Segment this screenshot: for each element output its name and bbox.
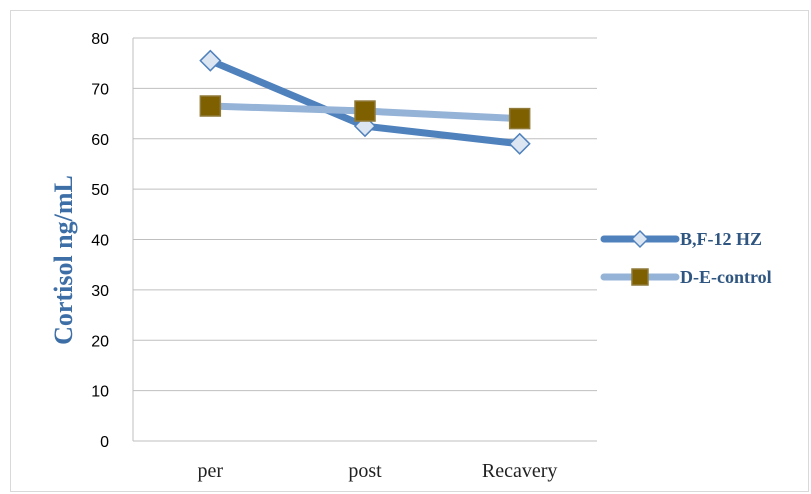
legend-marker <box>631 268 649 286</box>
legend-label: B,F-12 HZ <box>680 229 762 249</box>
x-tick-label: Recavery <box>482 460 558 482</box>
data-point-1 <box>508 132 531 155</box>
y-tick-label: 60 <box>91 132 109 149</box>
series-markers <box>199 49 531 155</box>
y-tick-labels: 0 10 20 30 40 50 60 70 80 <box>91 31 109 451</box>
legend-label: D-E-control <box>680 267 772 287</box>
y-tick-label: 70 <box>91 81 109 98</box>
chart-frame <box>10 10 809 492</box>
gridlines <box>132 37 597 442</box>
x-tick-label: post <box>348 460 382 482</box>
y-axis-label: Cortisol ng/mL <box>49 175 78 345</box>
y-tick-label: 50 <box>91 182 109 199</box>
x-tick-labels: per post Recavery <box>198 460 558 482</box>
y-tick-label: 10 <box>91 384 109 401</box>
data-point-2 <box>354 100 376 122</box>
y-tick-label: 30 <box>91 283 109 300</box>
y-tick-label: 0 <box>100 434 109 451</box>
y-tick-label: 80 <box>91 31 109 48</box>
y-tick-label: 40 <box>91 233 109 250</box>
data-point-1 <box>199 49 222 72</box>
data-point-2 <box>508 107 531 130</box>
legend-marker <box>630 229 650 249</box>
legend: B,F-12 HZ D-E-control <box>600 229 772 287</box>
x-tick-label: per <box>198 460 224 482</box>
data-point-2 <box>199 95 222 117</box>
y-tick-label: 20 <box>91 333 109 350</box>
